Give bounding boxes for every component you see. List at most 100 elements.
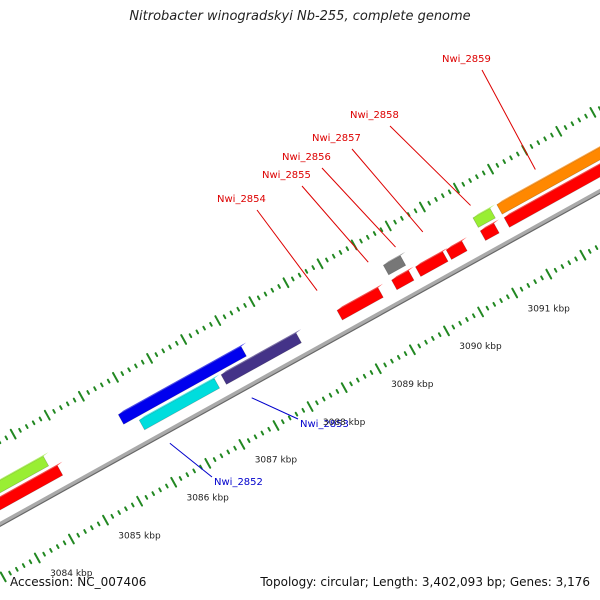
gene-feature-top (139, 374, 220, 421)
tick-mark (461, 181, 466, 187)
callout-line (301, 185, 369, 263)
tick-mark (33, 552, 41, 564)
tick-label: 3086 kbp (186, 494, 229, 504)
gene-feature-top (415, 247, 448, 267)
tick-mark (151, 491, 156, 497)
tick-mark (574, 256, 578, 262)
callout-line (251, 397, 299, 420)
tick-mark (294, 411, 299, 417)
tick-mark (267, 426, 271, 432)
gene-feature-top (472, 204, 496, 218)
tick-mark (212, 457, 217, 462)
gene-feature-top (0, 461, 63, 498)
tick-mark (28, 559, 33, 565)
tick-mark (102, 514, 109, 526)
gene-label-nwi-2859: Nwi_2859 (442, 54, 491, 65)
tick-mark (195, 329, 200, 335)
tick-label: 3085 kbp (118, 531, 161, 541)
tick-mark (328, 392, 333, 398)
tick-mark (260, 430, 265, 436)
tick-mark (408, 344, 416, 356)
tick-mark (110, 513, 115, 519)
tick-mark (65, 401, 70, 407)
tick-mark (21, 563, 26, 568)
tick-mark (553, 267, 558, 273)
tick-label: 3090 kbp (459, 342, 502, 352)
tick-mark (356, 377, 360, 383)
tick-mark (471, 313, 476, 319)
tick-mark (8, 570, 12, 576)
gene-label-nwi-2853: Nwi_2853 (300, 419, 349, 430)
tick-mark (214, 315, 222, 326)
gene-feature-Nwi_2859 (496, 146, 600, 215)
tick-mark (396, 354, 401, 360)
gene-feature-block-13 (503, 164, 600, 228)
tick-mark (120, 371, 125, 376)
tick-mark (529, 144, 534, 149)
tick-mark (236, 306, 240, 312)
tick-mark (77, 390, 85, 402)
tick-mark (188, 333, 193, 339)
tick-mark (67, 533, 75, 545)
callout-line (169, 442, 213, 478)
callout-line (389, 125, 471, 206)
tick-mark (437, 332, 442, 338)
tick-mark (468, 178, 472, 183)
tick-mark (434, 197, 438, 202)
tick-mark (499, 298, 503, 303)
tick-mark (417, 343, 421, 349)
tick-mark (96, 521, 101, 527)
gene-feature-top (118, 342, 247, 415)
tick-mark (165, 483, 169, 489)
tick-mark (543, 136, 547, 142)
gene-feature-top (391, 266, 414, 281)
tick-mark (594, 245, 599, 250)
tick-mark (458, 320, 462, 326)
tick-mark (384, 220, 392, 232)
tick-mark (570, 121, 575, 127)
tick-mark (185, 472, 190, 478)
tick-mark (233, 445, 237, 451)
tick-mark (158, 487, 162, 493)
tick-mark (246, 438, 251, 444)
tick-mark (178, 476, 183, 481)
tick-mark (49, 548, 53, 553)
tick-mark (170, 476, 178, 488)
tick-mark (31, 420, 36, 426)
tick-mark (403, 351, 408, 356)
tick-mark (117, 510, 121, 515)
tick-mark (451, 324, 456, 330)
tick-mark (304, 268, 309, 274)
tick-mark (338, 250, 343, 255)
tick-mark (263, 291, 268, 297)
backbone-line (0, 188, 600, 526)
tick-mark (140, 359, 145, 365)
tick-mark (372, 231, 377, 236)
tick-mark (43, 409, 51, 421)
tick-mark (555, 125, 563, 137)
tick-mark (52, 409, 56, 414)
tick-mark (516, 151, 520, 157)
tick-mark (390, 358, 394, 364)
tick-mark (443, 325, 450, 337)
tick-mark (424, 339, 428, 345)
tick-mark (481, 170, 486, 176)
tick-mark (502, 159, 506, 164)
tick-mark (315, 400, 319, 406)
tick-mark (134, 363, 138, 369)
tick-mark (306, 401, 314, 412)
tick-mark (297, 272, 302, 278)
gene-label-nwi-2858: Nwi_2858 (350, 110, 399, 121)
tick-mark (359, 238, 363, 244)
tick-mark (589, 107, 597, 118)
tick-mark (238, 439, 246, 450)
tick-mark (487, 163, 494, 175)
tick-mark (587, 248, 592, 254)
tick-mark (577, 117, 581, 123)
tick-mark (229, 310, 234, 316)
tick-mark (281, 419, 285, 425)
tick-mark (9, 428, 17, 440)
tick-mark (540, 275, 544, 281)
tick-mark (282, 277, 290, 289)
